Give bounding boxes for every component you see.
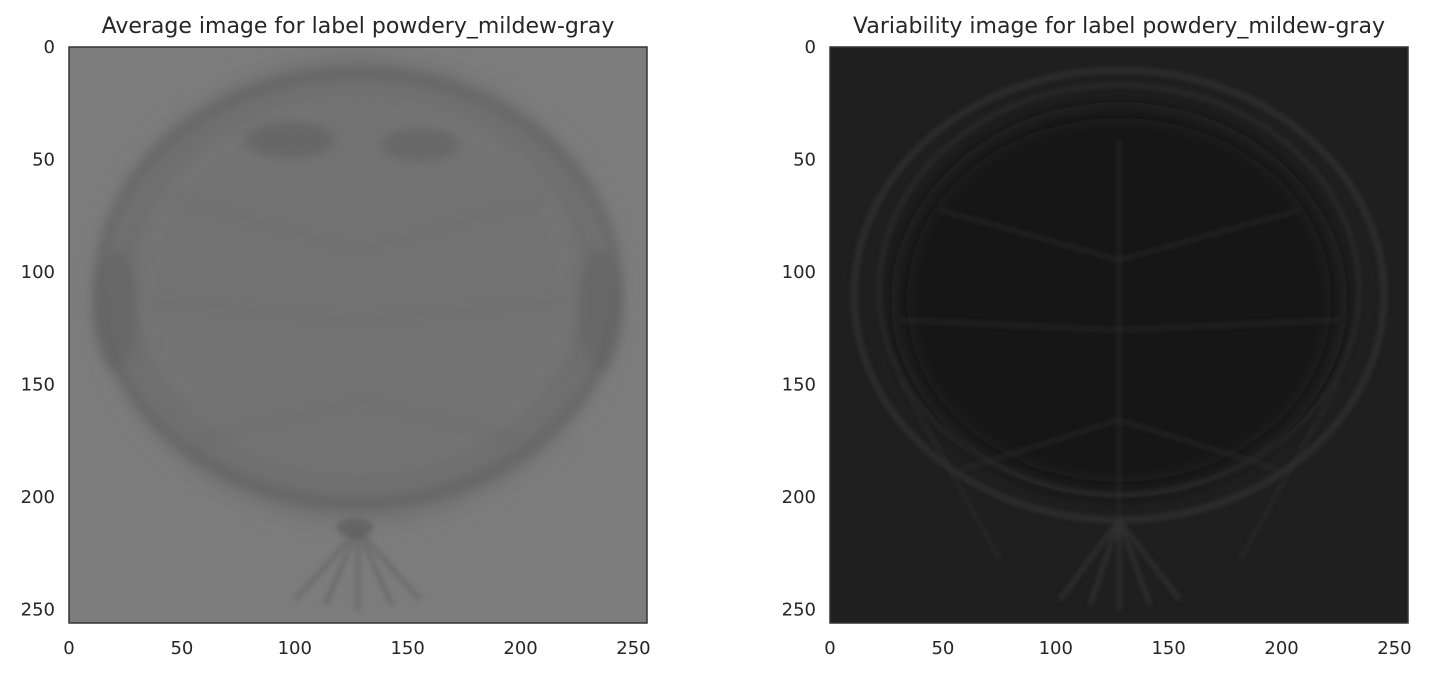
variability-y-tick-label: 0 bbox=[805, 37, 816, 58]
variability-x-tick-label: 200 bbox=[1264, 638, 1298, 659]
variability-y-tick-label: 100 bbox=[782, 262, 816, 283]
variability-x-tick-label: 100 bbox=[1039, 638, 1073, 659]
average-y-tick-label: 50 bbox=[32, 150, 55, 171]
variability-x-tick-label: 0 bbox=[824, 638, 835, 659]
average-y-tick-label: 100 bbox=[21, 262, 55, 283]
average-x-tick-label: 200 bbox=[503, 638, 537, 659]
average-y-tick-label: 250 bbox=[21, 600, 55, 621]
average-image-heatmap bbox=[69, 47, 647, 623]
average-y-tick-label: 0 bbox=[44, 37, 55, 58]
variability-x-axis: 0 50 100 150 200 250 bbox=[824, 638, 1411, 659]
variability-image-panel: Variability image for label powdery_mild… bbox=[782, 14, 1412, 659]
variability-x-tick-label: 50 bbox=[931, 638, 954, 659]
average-x-tick-label: 50 bbox=[170, 638, 193, 659]
variability-image-heatmap bbox=[830, 47, 1408, 623]
variability-y-tick-label: 200 bbox=[782, 487, 816, 508]
average-y-tick-label: 200 bbox=[21, 487, 55, 508]
variability-y-tick-label: 50 bbox=[793, 150, 816, 171]
variability-y-tick-label: 150 bbox=[782, 375, 816, 396]
average-x-tick-label: 0 bbox=[63, 638, 74, 659]
average-y-tick-label: 150 bbox=[21, 375, 55, 396]
variability-x-tick-label: 150 bbox=[1151, 638, 1185, 659]
variability-image-title: Variability image for label powdery_mild… bbox=[853, 14, 1385, 39]
average-x-axis: 0 50 100 150 200 250 bbox=[63, 638, 650, 659]
average-y-axis: 0 50 100 150 200 250 bbox=[21, 37, 55, 621]
variability-y-tick-label: 250 bbox=[782, 600, 816, 621]
average-x-tick-label: 100 bbox=[278, 638, 312, 659]
variability-y-axis: 0 50 100 150 200 250 bbox=[782, 37, 816, 621]
average-image-title: Average image for label powdery_mildew-g… bbox=[102, 14, 615, 39]
average-x-tick-label: 250 bbox=[616, 638, 650, 659]
average-x-tick-label: 150 bbox=[390, 638, 424, 659]
average-image-panel: Average image for label powdery_mildew-g… bbox=[21, 14, 651, 659]
variability-x-tick-label: 250 bbox=[1377, 638, 1411, 659]
